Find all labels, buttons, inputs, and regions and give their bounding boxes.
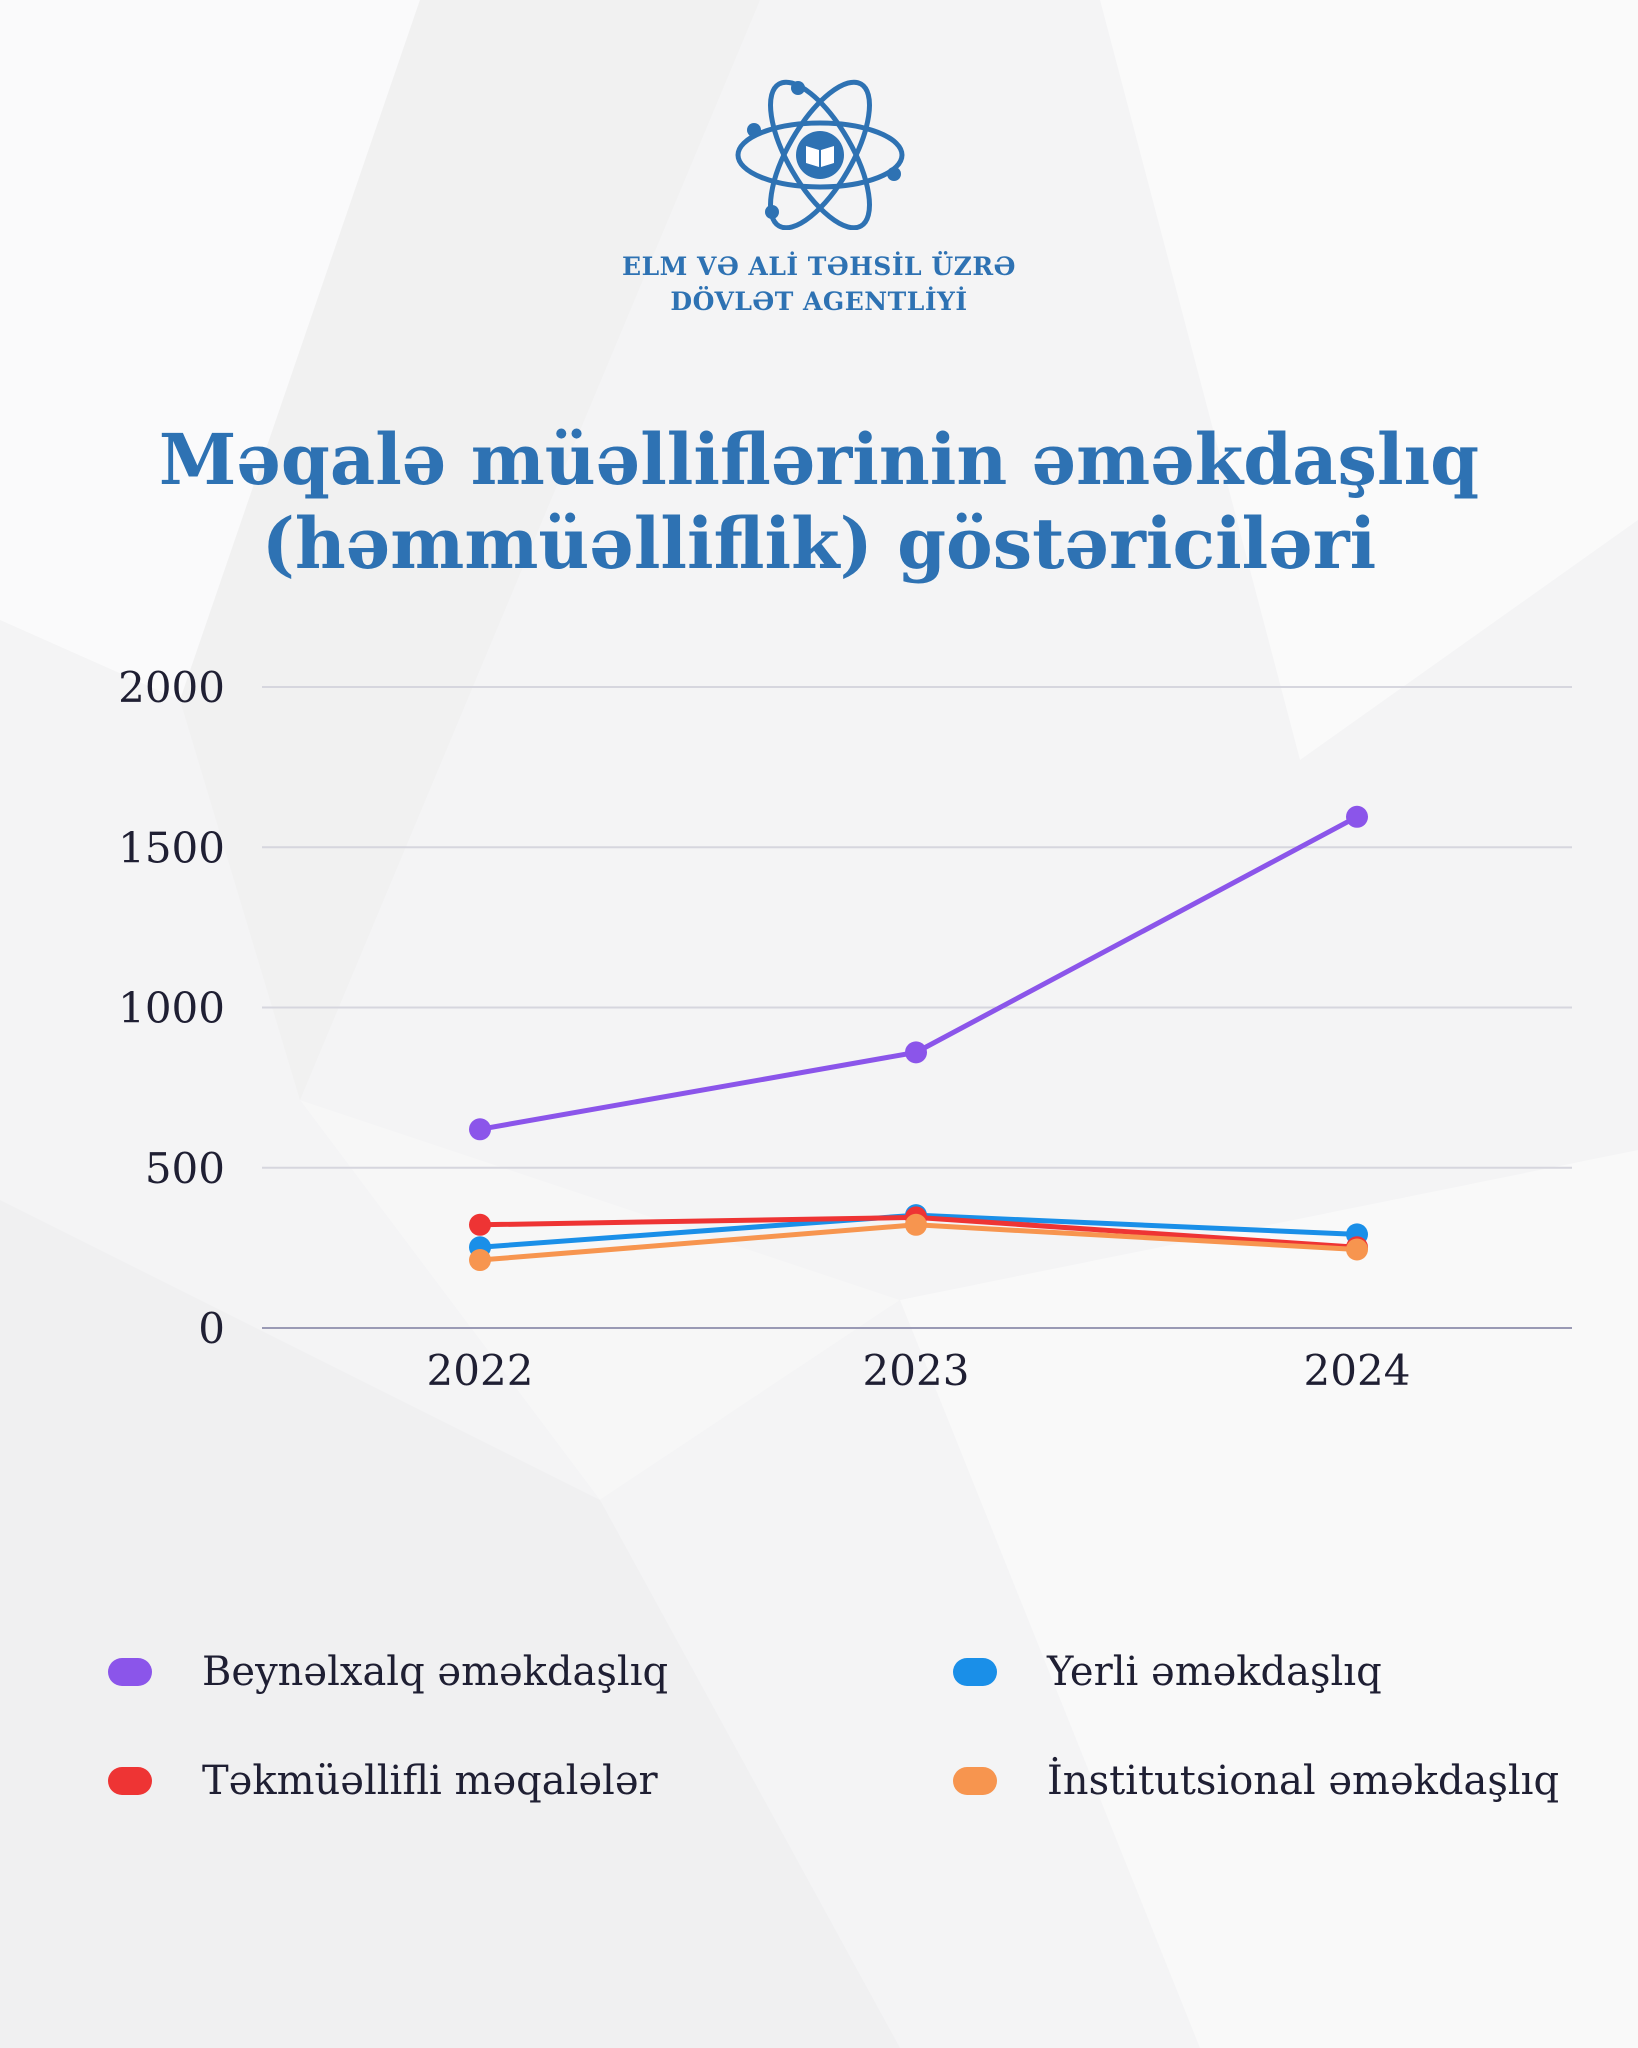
series-line	[479, 814, 1359, 1132]
x-tick-label: 2024	[1304, 1346, 1411, 1395]
organization-name-line1: ELM VƏ ALİ TƏHSİL ÜZRƏ	[622, 252, 1016, 281]
data-point	[1346, 1238, 1368, 1261]
data-point	[469, 1249, 491, 1272]
legend-swatch	[108, 1658, 152, 1686]
legend-item-institutional: İnstitutsional əməkdaşlıq	[953, 1758, 1559, 1804]
agency-logo	[730, 70, 910, 231]
y-tick-label: 2000	[118, 663, 225, 712]
x-tick-label: 2023	[863, 1346, 970, 1395]
legend-label: Yerli əməkdaşlıq	[1047, 1649, 1382, 1695]
x-tick-label: 2022	[427, 1346, 534, 1395]
data-point	[469, 1118, 491, 1141]
legend-swatch	[953, 1767, 997, 1795]
legend-item-single-author: Təkmüəllifli məqalələr	[108, 1758, 658, 1804]
legend-swatch	[108, 1767, 152, 1795]
legend-item-international: Beynəlxalq əməkdaşlıq	[108, 1649, 668, 1695]
y-tick-label: 500	[145, 1144, 225, 1193]
chart-title-line2: (həmmüəlliflik) göstəriciləri	[261, 502, 1377, 585]
data-point	[469, 1213, 491, 1236]
y-tick-label: 1000	[118, 984, 225, 1033]
y-tick-label: 0	[198, 1304, 225, 1353]
data-point	[905, 1041, 927, 1064]
organization-name-line2: DÖVLƏT AGENTLİYİ	[670, 287, 968, 316]
data-point	[905, 1213, 927, 1236]
line-chart: 0 500 1000 1500 2000 2022 2023 2024	[118, 663, 1572, 1395]
data-point	[1346, 805, 1368, 828]
legend-label: Beynəlxalq əməkdaşlıq	[202, 1649, 669, 1695]
y-tick-label: 1500	[118, 823, 225, 872]
legend-item-local: Yerli əməkdaşlıq	[953, 1649, 1382, 1695]
atom-book-icon	[735, 79, 905, 231]
legend-swatch	[953, 1658, 997, 1686]
legend-label: Təkmüəllifli məqalələr	[202, 1758, 658, 1804]
chart-title-line1: Məqalə müəlliflərinin əməkdaşlıq	[158, 418, 1480, 501]
legend-label: İnstitutsional əməkdaşlıq	[1047, 1758, 1560, 1804]
